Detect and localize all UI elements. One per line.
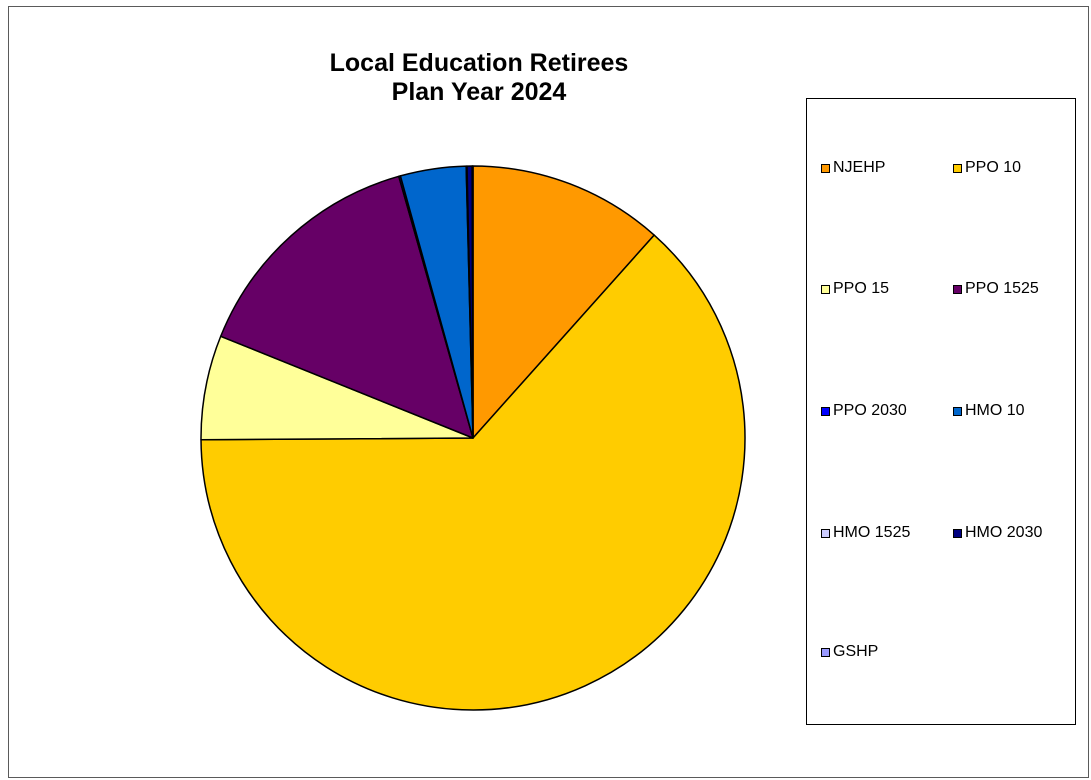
legend-item-hmo-1525: HMO 1525 — [821, 523, 910, 543]
chart-title-line-2: Plan Year 2024 — [391, 78, 567, 106]
legend-item-ppo-15: PPO 15 — [821, 279, 889, 299]
legend-label: HMO 1525 — [833, 524, 911, 541]
pie-slice-njehp — [472, 165, 655, 439]
legend-item-ppo-1525: PPO 1525 — [953, 279, 1039, 299]
legend-item-hmo-2030: HMO 2030 — [953, 523, 1042, 543]
legend-label: PPO 2030 — [833, 402, 907, 419]
legend: NJEHP PPO 10 PPO 15 PPO 1525 PPO 2030 HMO 10 H… — [806, 98, 1076, 725]
legend-swatch — [821, 647, 830, 657]
pie-slice-gshp — [471, 165, 474, 439]
legend-label: NJEHP — [833, 159, 886, 176]
pie-chart — [200, 165, 746, 711]
legend-item-ppo-2030: PPO 2030 — [821, 401, 907, 421]
legend-swatch — [821, 163, 830, 173]
legend-swatch — [821, 528, 830, 538]
legend-swatch — [953, 284, 962, 294]
legend-swatch — [953, 528, 962, 538]
legend-label: PPO 15 — [833, 280, 890, 297]
legend-swatch — [821, 284, 830, 294]
legend-swatch — [953, 163, 962, 173]
pie-slice-ppo-10 — [200, 234, 746, 711]
pie-slice-ppo-1525 — [219, 175, 474, 439]
legend-swatch — [821, 406, 830, 416]
legend-label: GSHP — [833, 643, 879, 660]
legend-label: HMO 10 — [965, 402, 1025, 419]
legend-item-njehp: NJEHP — [821, 158, 885, 178]
legend-swatch — [953, 406, 962, 416]
legend-item-ppo-10: PPO 10 — [953, 158, 1021, 178]
legend-item-gshp: GSHP — [821, 642, 878, 662]
legend-label: PPO 1525 — [965, 280, 1039, 297]
chart-title: Local Education Retirees Plan Year 2024 — [279, 49, 679, 107]
chart-title-line-1: Local Education Retirees — [329, 49, 629, 77]
legend-label: PPO 10 — [965, 159, 1022, 176]
legend-label: HMO 2030 — [965, 524, 1043, 541]
legend-item-hmo-10: HMO 10 — [953, 401, 1025, 421]
chart-area: Local Education Retirees Plan Year 2024 … — [8, 6, 1089, 778]
